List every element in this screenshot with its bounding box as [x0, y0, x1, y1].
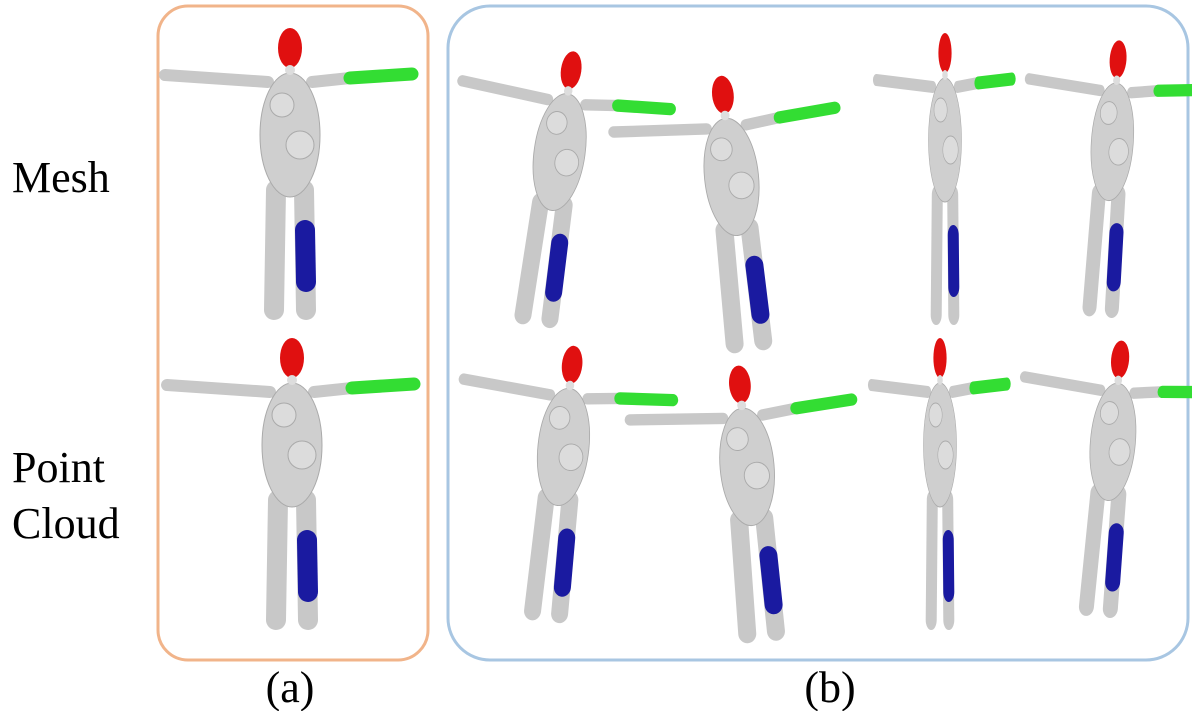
figure: Mesh Point Cloud (a) (b) [0, 0, 1192, 711]
figure-cloud-b3 [871, 338, 1007, 620]
panel-label: (a) [266, 663, 315, 711]
row-label: Cloud [12, 499, 120, 548]
page: {"rows": [{"label": "Mesh"}, {"label_lin… [0, 0, 1192, 711]
figure-mesh-b3 [876, 33, 1012, 315]
figure-cloud-b1 [440, 335, 677, 623]
row-label: Mesh [12, 153, 110, 202]
figure-mesh-b4 [1013, 34, 1192, 313]
figure-mesh-b1 [431, 37, 676, 332]
panel-label: (b) [804, 663, 855, 711]
figure-cloud-b4 [1005, 332, 1192, 615]
row-label: Point [12, 443, 105, 492]
figure-cloud-a [167, 338, 414, 620]
figure-mesh-a [165, 28, 412, 310]
